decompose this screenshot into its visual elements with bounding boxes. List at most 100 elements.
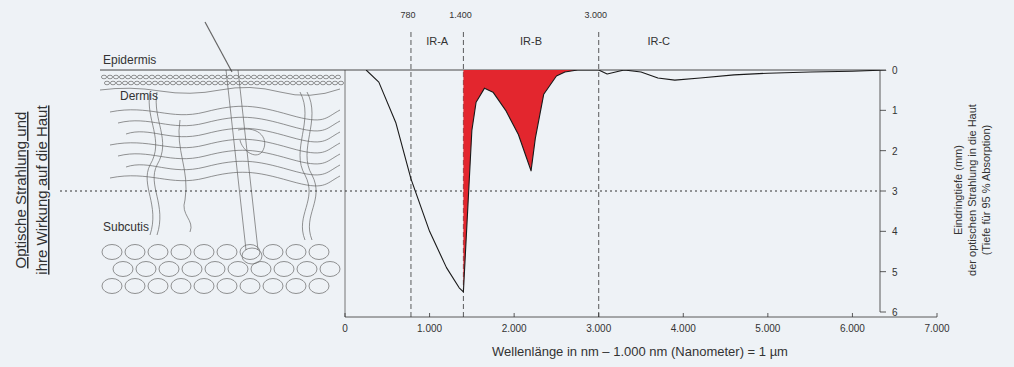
epidermis-cell — [161, 75, 166, 79]
epidermis-cell — [137, 75, 142, 79]
fat-cell — [263, 245, 283, 260]
epidermis-cell — [200, 81, 205, 85]
gland — [238, 129, 265, 155]
epidermis-cell — [152, 81, 157, 85]
region-label: IR-C — [647, 35, 670, 47]
fat-cell — [113, 262, 133, 277]
fat-cell — [274, 262, 294, 277]
fat-cell — [102, 279, 122, 294]
epidermis-cell — [245, 75, 250, 79]
fat-cell — [286, 245, 306, 260]
epidermis-cell — [305, 75, 310, 79]
y-tick — [880, 70, 886, 71]
epidermis-cell — [179, 75, 184, 79]
region-boundary — [598, 32, 599, 317]
epidermis-cell — [323, 75, 328, 79]
fat-cell — [182, 262, 202, 277]
epidermis-cell — [155, 75, 160, 79]
epidermis-cell — [113, 75, 118, 79]
vessel — [307, 92, 316, 240]
y-tick — [880, 191, 886, 192]
epidermis-cell — [203, 75, 208, 79]
epidermis-cell — [254, 81, 259, 85]
fat-cell — [297, 262, 317, 277]
fat-cell — [159, 262, 179, 277]
vessel — [147, 92, 156, 235]
illustration-edge — [345, 70, 346, 317]
epidermis-cell — [275, 75, 280, 79]
y-tick-label: 1 — [892, 105, 898, 116]
epidermis-cell — [197, 75, 202, 79]
x-tick — [767, 313, 768, 317]
epidermis-cell — [134, 81, 139, 85]
fat-cell — [125, 279, 145, 294]
epidermis-cell — [149, 75, 154, 79]
x-tick — [429, 313, 430, 317]
x-axis-label: Wellenlänge in nm – 1.000 nm (Nanometer)… — [492, 344, 788, 359]
epidermis-cell — [128, 81, 133, 85]
fat-cell — [286, 279, 306, 294]
epidermis-cell — [302, 81, 307, 85]
epidermis-cell — [338, 81, 343, 85]
y-tick-label: 6 — [892, 307, 898, 318]
vessel — [300, 92, 309, 240]
epidermis-cell — [116, 81, 121, 85]
epidermis-cell — [257, 75, 262, 79]
epidermis-cell — [260, 81, 265, 85]
epidermis-cell — [158, 81, 163, 85]
fat-cell — [136, 262, 156, 277]
region-label: IR-B — [520, 35, 542, 47]
fat-cell — [240, 245, 260, 260]
epidermis-cell — [218, 81, 223, 85]
epidermis-cell — [185, 75, 190, 79]
epidermis-cell — [110, 81, 115, 85]
y-axis-label: Eindringtiefe (mm) — [952, 145, 964, 235]
epidermis-cell — [296, 81, 301, 85]
epidermis-cell — [125, 75, 130, 79]
y-axis-label: (Tiefe für 95 % Absorption) — [980, 125, 992, 255]
epidermis-cell — [272, 81, 277, 85]
epidermis-cell — [335, 75, 340, 79]
x-tick — [937, 313, 938, 317]
vessel — [154, 92, 163, 235]
epidermis-cell — [131, 75, 136, 79]
fat-cell — [251, 262, 271, 277]
layer-label: Subcutis — [103, 220, 149, 234]
fat-cell — [171, 245, 191, 260]
epidermis-cell — [143, 75, 148, 79]
skin-illustration — [100, 22, 344, 294]
region-boundary — [410, 32, 411, 317]
epidermis-cell — [266, 81, 271, 85]
title: Optische Strahlung und — [12, 112, 29, 269]
epidermis-cell — [119, 75, 124, 79]
fat-cell — [263, 279, 283, 294]
epidermis-cell — [299, 75, 304, 79]
y-tick-label: 0 — [892, 65, 898, 76]
title: ihre Wirkung auf die Haut — [33, 105, 50, 275]
epidermis-cell — [140, 81, 145, 85]
fat-cell — [309, 279, 329, 294]
epidermis-cell — [164, 81, 169, 85]
region-bound-label: 780 — [400, 10, 415, 20]
epidermis-cell — [287, 75, 292, 79]
background — [0, 0, 1014, 367]
fat-cell — [171, 279, 191, 294]
y-tick — [880, 110, 886, 111]
epidermis-cell — [281, 75, 286, 79]
dermis-fiber — [110, 139, 340, 153]
chart: Optische Strahlung undihre Wirkung auf d… — [0, 0, 1014, 367]
epidermis-cell — [221, 75, 226, 79]
layer-label: Dermis — [120, 89, 158, 103]
fat-cell — [148, 245, 168, 260]
dermis-fiber — [110, 172, 340, 186]
epidermis-cell — [227, 75, 232, 79]
region-bound-label: 3.000 — [584, 10, 607, 20]
fat-cell — [125, 245, 145, 260]
epidermis-cell — [215, 75, 220, 79]
area — [463, 70, 577, 292]
region-bound-label: 1.400 — [449, 10, 472, 20]
epidermis-cell — [329, 75, 334, 79]
y-tick — [880, 150, 886, 151]
y-tick — [880, 231, 886, 232]
fat-cell — [194, 245, 214, 260]
